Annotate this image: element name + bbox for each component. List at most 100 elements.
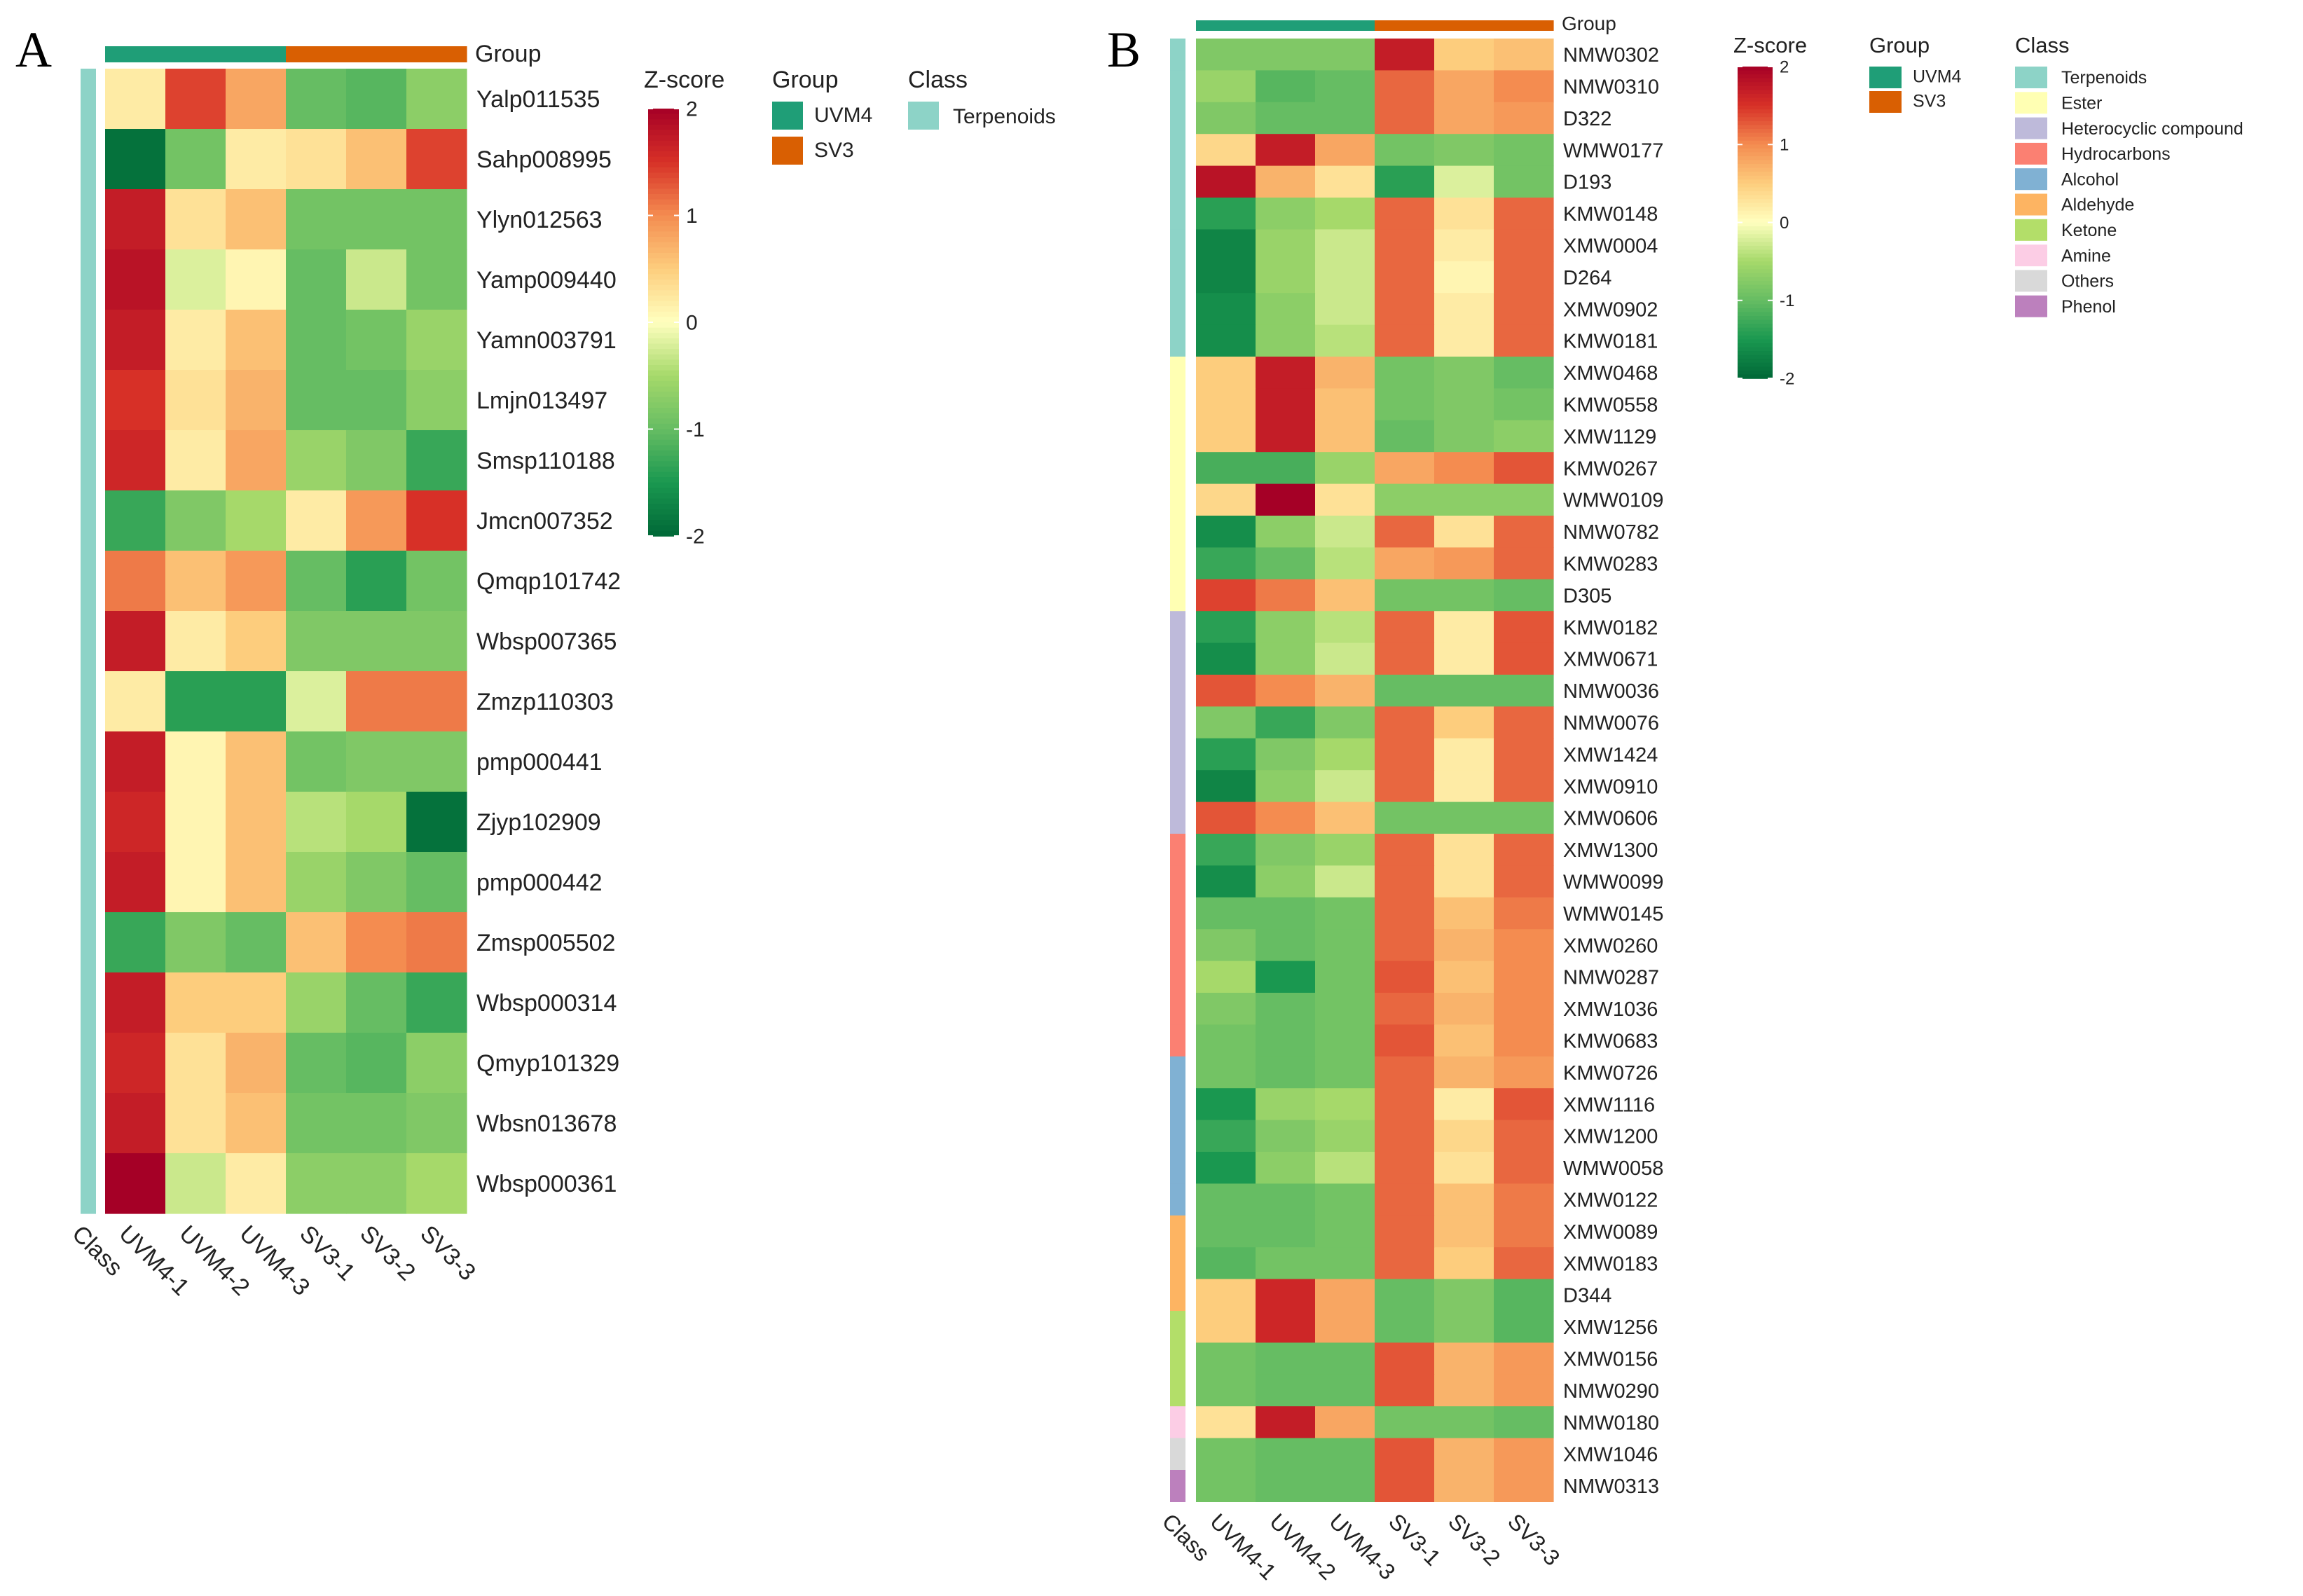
- colorbar-step: [648, 450, 679, 457]
- heatmap-cell: [1494, 1088, 1554, 1121]
- class-bar-segment: [81, 912, 96, 973]
- heatmap-cell: [1434, 165, 1494, 198]
- class-bar-segment: [81, 852, 96, 913]
- heatmap-cell: [346, 1033, 407, 1094]
- heatmap-cell: [1375, 929, 1435, 962]
- heatmap-cell: [226, 1153, 287, 1214]
- row-label: XMW1036: [1563, 998, 1658, 1021]
- heatmap-cell: [1196, 1120, 1256, 1153]
- heatmap-cell: [1434, 865, 1494, 898]
- heatmap-cell: [1494, 261, 1554, 294]
- colorbar-step: [1738, 175, 1773, 181]
- heatmap-cell: [1375, 579, 1435, 612]
- class-bar-segment: [1170, 516, 1185, 548]
- colorbar-step: [1738, 366, 1773, 371]
- colorbar-step: [648, 370, 679, 377]
- row-label: XMW1046: [1563, 1444, 1658, 1466]
- heatmap-cell: [1315, 706, 1375, 739]
- heatmap-cell: [1315, 420, 1375, 453]
- group-bar-uvm4: [1256, 20, 1316, 31]
- colorbar-step: [1738, 370, 1773, 376]
- heatmap-cell: [286, 611, 347, 672]
- colorbar-step: [1738, 277, 1773, 282]
- heatmap-cell: [1196, 293, 1256, 326]
- colorbar-step: [1738, 187, 1773, 192]
- heatmap-cell: [1256, 1470, 1316, 1502]
- heatmap-cell: [406, 430, 467, 491]
- colorbar-step: [1738, 265, 1773, 270]
- class-bar-segment: [81, 69, 96, 130]
- group-legend-label: UVM4: [1913, 67, 1962, 86]
- heatmap-cell: [346, 490, 407, 551]
- heatmap-cell: [1196, 261, 1256, 294]
- heatmap-cell: [406, 792, 467, 853]
- row-label: XMW0606: [1563, 808, 1658, 830]
- heatmap-cell: [1494, 802, 1554, 834]
- column-label: SV3-3: [415, 1220, 481, 1286]
- group-legend-label: SV3: [1913, 91, 1946, 111]
- zscore-colorbar: [1738, 67, 1773, 379]
- heatmap-cell: [1256, 39, 1316, 71]
- heatmap-cell: [1315, 134, 1375, 167]
- heatmap-cell: [1494, 642, 1554, 675]
- heatmap-cell: [1315, 229, 1375, 262]
- heatmap-cell: [1196, 70, 1256, 103]
- class-bar-segment: [1170, 1183, 1185, 1216]
- heatmap-cell: [286, 792, 347, 853]
- group-legend-label: UVM4: [814, 104, 872, 127]
- row-label: NMW0036: [1563, 680, 1659, 703]
- heatmap-cell: [406, 129, 467, 190]
- heatmap-cell: [165, 671, 226, 732]
- colorbar-step: [1738, 148, 1773, 153]
- heatmap-cell: [406, 249, 467, 310]
- heatmap-cell: [1256, 1279, 1316, 1312]
- colorbar-step: [1738, 316, 1773, 321]
- heatmap-cell: [1375, 1406, 1435, 1439]
- colorbar-step: [648, 354, 679, 361]
- heatmap-cell: [1434, 1120, 1494, 1153]
- class-legend-swatch-amine: [2015, 245, 2047, 267]
- column-label: SV3-2: [1443, 1508, 1505, 1570]
- colorbar-step: [648, 263, 679, 270]
- class-bar-segment: [1170, 1279, 1185, 1312]
- heatmap-cell: [406, 370, 467, 431]
- colorbar-tick-label: 0: [1780, 214, 1789, 233]
- group-legend-swatch-sv3: [1869, 91, 1902, 113]
- row-label: KMW0283: [1563, 553, 1658, 576]
- colorbar-step: [1738, 121, 1773, 126]
- heatmap-cell: [286, 1153, 347, 1214]
- heatmap-cell: [406, 671, 467, 732]
- colorbar-tick-label: -2: [686, 525, 705, 549]
- colorbar-step: [648, 226, 679, 233]
- colorbar-step: [648, 530, 679, 537]
- heatmap-cell: [1315, 1470, 1375, 1502]
- heatmap-cell: [1434, 1152, 1494, 1184]
- heatmap-cell: [226, 430, 287, 491]
- group-annotation-label: Group: [475, 41, 542, 67]
- heatmap-cell: [346, 1093, 407, 1154]
- colorbar-step: [1738, 319, 1773, 324]
- class-legend-swatch-phenol: [2015, 295, 2047, 317]
- heatmap-cell: [1434, 357, 1494, 389]
- colorbar-step: [648, 274, 679, 280]
- heatmap-cell: [105, 611, 166, 672]
- class-bar-segment: [1170, 1215, 1185, 1248]
- row-label: NMW0313: [1563, 1475, 1659, 1498]
- heatmap-cell: [1196, 1311, 1256, 1343]
- colorbar-step: [648, 295, 679, 302]
- heatmap-cell: [346, 792, 407, 853]
- heatmap-cell: [406, 731, 467, 792]
- colorbar-step: [648, 146, 679, 152]
- heatmap-cell: [1196, 324, 1256, 357]
- colorbar-step: [648, 209, 679, 216]
- row-label: Qmyp101329: [476, 1050, 619, 1077]
- heatmap-cell: [1315, 961, 1375, 993]
- class-bar-segment: [1170, 961, 1185, 993]
- heatmap-cell: [1375, 961, 1435, 993]
- heatmap-cell: [1196, 1470, 1256, 1502]
- heatmap-cell: [406, 189, 467, 250]
- heatmap-cell: [1256, 1438, 1316, 1471]
- heatmap-cell: [1434, 39, 1494, 71]
- heatmap-cell: [1494, 1374, 1554, 1407]
